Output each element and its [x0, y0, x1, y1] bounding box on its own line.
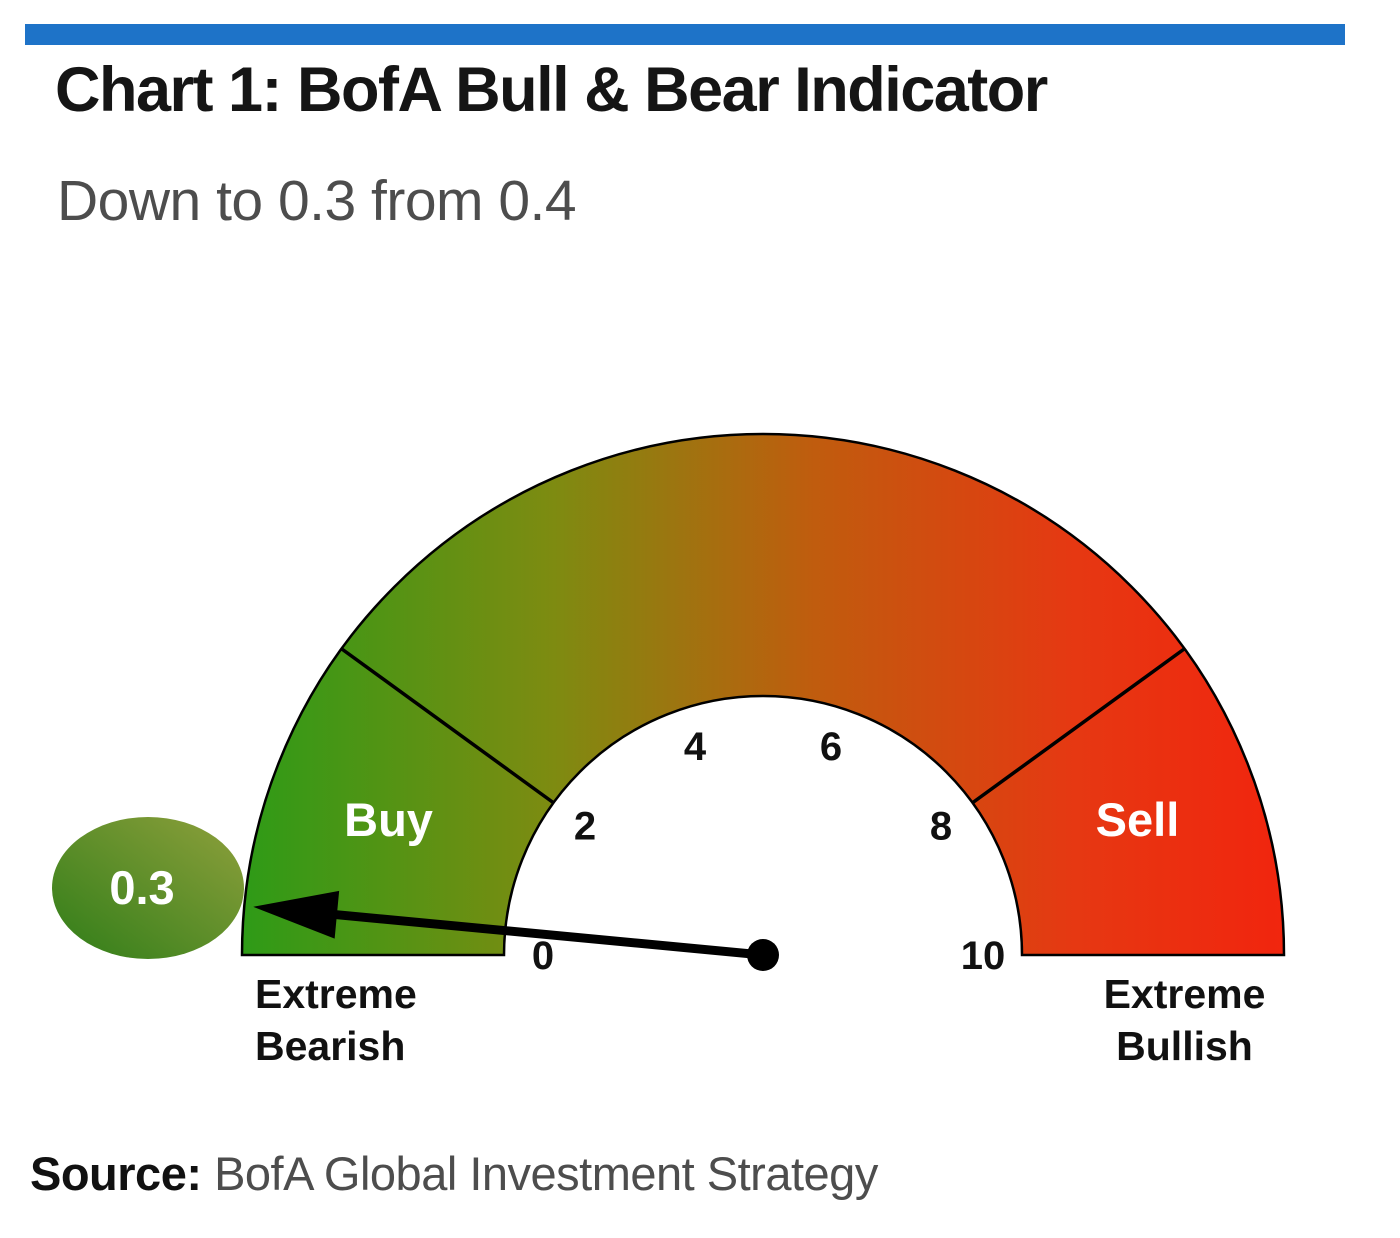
extreme-bearish-line1: Extreme	[255, 971, 417, 1017]
tick-label: 2	[574, 805, 596, 849]
extreme-bearish-line2: Bearish	[255, 1023, 406, 1070]
tick-label: 8	[930, 805, 952, 849]
extreme-bullish-line2: Bullish	[1116, 1023, 1253, 1070]
zone-divider	[971, 647, 1186, 805]
zone-label-buy: Buy	[344, 793, 433, 846]
value-badge	[52, 817, 244, 959]
top-accent-bar	[25, 24, 1345, 45]
gauge-arc	[240, 432, 1286, 957]
zone-divider	[340, 647, 555, 805]
tick-label: 10	[961, 934, 1006, 978]
extreme-bullish-line1: Extreme	[1103, 971, 1266, 1017]
page-subtitle: Down to 0.3 from 0.4	[57, 169, 577, 233]
needle-arrowhead	[253, 890, 340, 939]
page-title: Chart 1: BofA Bull & Bear Indicator	[55, 55, 1048, 125]
tick-label: 4	[684, 725, 707, 769]
gauge-needle	[329, 909, 764, 960]
tick-label: 6	[820, 725, 842, 769]
source-label: Source:	[30, 1147, 202, 1200]
needle-hub	[747, 939, 779, 971]
source-line: Source: BofA Global Investment Strategy	[30, 1146, 878, 1201]
value-badge-label: 0.3	[109, 861, 174, 914]
zone-label-sell: Sell	[1096, 793, 1180, 846]
source-text: BofA Global Investment Strategy	[214, 1147, 878, 1200]
tick-label: 0	[532, 934, 554, 978]
extreme-bullish-label: Extreme Bullish	[1072, 968, 1297, 1073]
extreme-bearish-label: Extreme Bearish	[255, 968, 417, 1073]
